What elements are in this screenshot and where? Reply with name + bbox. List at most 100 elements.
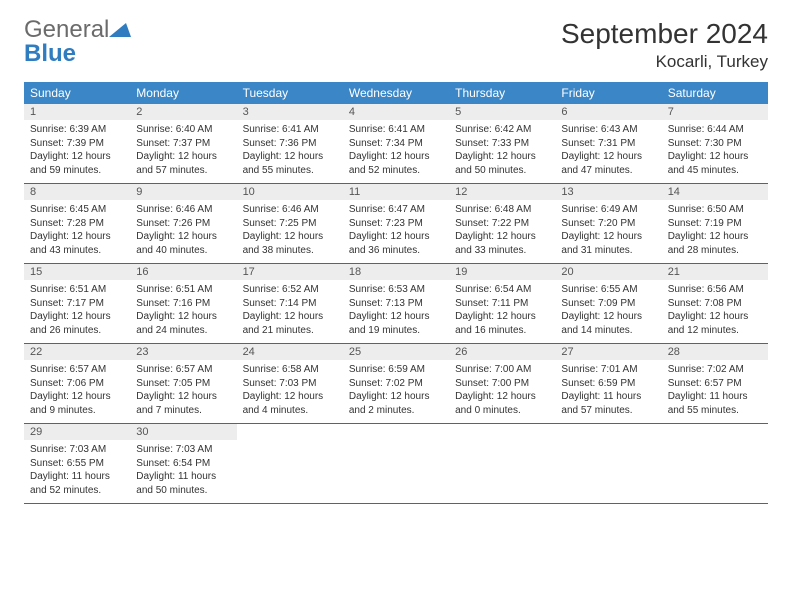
day-content: Sunrise: 6:46 AMSunset: 7:25 PMDaylight:… — [237, 200, 343, 263]
day-cell: 18Sunrise: 6:53 AMSunset: 7:13 PMDayligh… — [343, 264, 449, 344]
day-cell: 26Sunrise: 7:00 AMSunset: 7:00 PMDayligh… — [449, 344, 555, 424]
day-line: Daylight: 12 hours — [243, 310, 337, 324]
day-cell: 14Sunrise: 6:50 AMSunset: 7:19 PMDayligh… — [662, 184, 768, 264]
day-line: and 12 minutes. — [668, 324, 762, 338]
day-cell: 8Sunrise: 6:45 AMSunset: 7:28 PMDaylight… — [24, 184, 130, 264]
day-line: Daylight: 12 hours — [30, 390, 124, 404]
day-line: Daylight: 12 hours — [349, 150, 443, 164]
day-cell: 9Sunrise: 6:46 AMSunset: 7:26 PMDaylight… — [130, 184, 236, 264]
logo-word2: Blue — [24, 40, 76, 67]
day-number: 2 — [130, 104, 236, 120]
day-line: Daylight: 11 hours — [668, 390, 762, 404]
day-line: Sunrise: 6:48 AM — [455, 203, 549, 217]
day-line: Sunrise: 6:39 AM — [30, 123, 124, 137]
day-line: Sunrise: 6:57 AM — [136, 363, 230, 377]
day-line: and 0 minutes. — [455, 404, 549, 418]
day-number: 8 — [24, 184, 130, 200]
day-line: and 14 minutes. — [561, 324, 655, 338]
dayname-monday: Monday — [130, 82, 236, 104]
day-line: and 7 minutes. — [136, 404, 230, 418]
day-line: Daylight: 12 hours — [243, 150, 337, 164]
day-line: Sunrise: 6:51 AM — [136, 283, 230, 297]
dayname-saturday: Saturday — [662, 82, 768, 104]
day-line: Sunrise: 6:50 AM — [668, 203, 762, 217]
day-number: 7 — [662, 104, 768, 120]
day-content: Sunrise: 6:59 AMSunset: 7:02 PMDaylight:… — [343, 360, 449, 423]
day-line: Sunset: 7:23 PM — [349, 217, 443, 231]
day-cell: 4Sunrise: 6:41 AMSunset: 7:34 PMDaylight… — [343, 104, 449, 184]
day-line: Sunset: 7:16 PM — [136, 297, 230, 311]
day-cell: 16Sunrise: 6:51 AMSunset: 7:16 PMDayligh… — [130, 264, 236, 344]
dayname-row: SundayMondayTuesdayWednesdayThursdayFrid… — [24, 82, 768, 104]
day-number: 11 — [343, 184, 449, 200]
day-number: 9 — [130, 184, 236, 200]
day-line: Daylight: 11 hours — [136, 470, 230, 484]
day-line: Sunset: 7:13 PM — [349, 297, 443, 311]
day-line: Daylight: 12 hours — [668, 310, 762, 324]
day-content: Sunrise: 6:44 AMSunset: 7:30 PMDaylight:… — [662, 120, 768, 183]
day-line: Sunrise: 6:54 AM — [455, 283, 549, 297]
day-line: Daylight: 12 hours — [243, 390, 337, 404]
day-line: Sunrise: 6:56 AM — [668, 283, 762, 297]
day-line: Daylight: 12 hours — [455, 230, 549, 244]
day-content: Sunrise: 6:51 AMSunset: 7:17 PMDaylight:… — [24, 280, 130, 343]
day-number: 24 — [237, 344, 343, 360]
day-line: Sunset: 7:19 PM — [668, 217, 762, 231]
week-row: 22Sunrise: 6:57 AMSunset: 7:06 PMDayligh… — [24, 344, 768, 424]
day-line: Sunset: 7:00 PM — [455, 377, 549, 391]
day-line: Sunset: 7:33 PM — [455, 137, 549, 151]
day-number: 13 — [555, 184, 661, 200]
day-line: Sunset: 7:05 PM — [136, 377, 230, 391]
day-line: Sunset: 7:31 PM — [561, 137, 655, 151]
day-line: Sunset: 7:28 PM — [30, 217, 124, 231]
day-line: and 57 minutes. — [136, 164, 230, 178]
day-line: Daylight: 12 hours — [455, 310, 549, 324]
dayname-sunday: Sunday — [24, 82, 130, 104]
day-line: Sunrise: 7:02 AM — [668, 363, 762, 377]
day-line: Daylight: 12 hours — [455, 150, 549, 164]
day-content: Sunrise: 6:50 AMSunset: 7:19 PMDaylight:… — [662, 200, 768, 263]
day-line: Sunset: 7:36 PM — [243, 137, 337, 151]
day-line: Daylight: 11 hours — [561, 390, 655, 404]
day-number: 27 — [555, 344, 661, 360]
day-line: Sunrise: 6:41 AM — [349, 123, 443, 137]
day-content: Sunrise: 6:51 AMSunset: 7:16 PMDaylight:… — [130, 280, 236, 343]
day-cell: .. — [237, 424, 343, 504]
day-number: 22 — [24, 344, 130, 360]
logo-word1: General — [24, 16, 109, 43]
day-content: Sunrise: 6:46 AMSunset: 7:26 PMDaylight:… — [130, 200, 236, 263]
day-line: Sunset: 7:34 PM — [349, 137, 443, 151]
day-line: Sunset: 6:57 PM — [668, 377, 762, 391]
day-line: Daylight: 12 hours — [561, 150, 655, 164]
day-line: Sunrise: 6:57 AM — [30, 363, 124, 377]
day-line: Sunrise: 6:51 AM — [30, 283, 124, 297]
day-line: and 36 minutes. — [349, 244, 443, 258]
day-cell: 17Sunrise: 6:52 AMSunset: 7:14 PMDayligh… — [237, 264, 343, 344]
title-block: September 2024 Kocarli, Turkey — [561, 18, 768, 72]
day-cell: 13Sunrise: 6:49 AMSunset: 7:20 PMDayligh… — [555, 184, 661, 264]
day-cell: 22Sunrise: 6:57 AMSunset: 7:06 PMDayligh… — [24, 344, 130, 424]
day-line: and 57 minutes. — [561, 404, 655, 418]
day-cell: 3Sunrise: 6:41 AMSunset: 7:36 PMDaylight… — [237, 104, 343, 184]
day-line: Sunset: 6:55 PM — [30, 457, 124, 471]
day-number: 3 — [237, 104, 343, 120]
day-line: and 2 minutes. — [349, 404, 443, 418]
day-line: Daylight: 12 hours — [30, 150, 124, 164]
day-number: 14 — [662, 184, 768, 200]
day-line: Sunrise: 7:01 AM — [561, 363, 655, 377]
day-line: Sunset: 7:37 PM — [136, 137, 230, 151]
day-line: and 50 minutes. — [455, 164, 549, 178]
day-line: and 9 minutes. — [30, 404, 124, 418]
day-line: and 16 minutes. — [455, 324, 549, 338]
day-line: Sunset: 7:08 PM — [668, 297, 762, 311]
day-content: Sunrise: 6:53 AMSunset: 7:13 PMDaylight:… — [343, 280, 449, 343]
day-line: Sunrise: 7:03 AM — [30, 443, 124, 457]
day-number: 26 — [449, 344, 555, 360]
day-line: Sunrise: 6:52 AM — [243, 283, 337, 297]
day-line: and 52 minutes. — [30, 484, 124, 498]
day-cell: 24Sunrise: 6:58 AMSunset: 7:03 PMDayligh… — [237, 344, 343, 424]
day-line: and 59 minutes. — [30, 164, 124, 178]
week-row: 29Sunrise: 7:03 AMSunset: 6:55 PMDayligh… — [24, 424, 768, 504]
day-line: Sunrise: 6:55 AM — [561, 283, 655, 297]
day-number: 6 — [555, 104, 661, 120]
